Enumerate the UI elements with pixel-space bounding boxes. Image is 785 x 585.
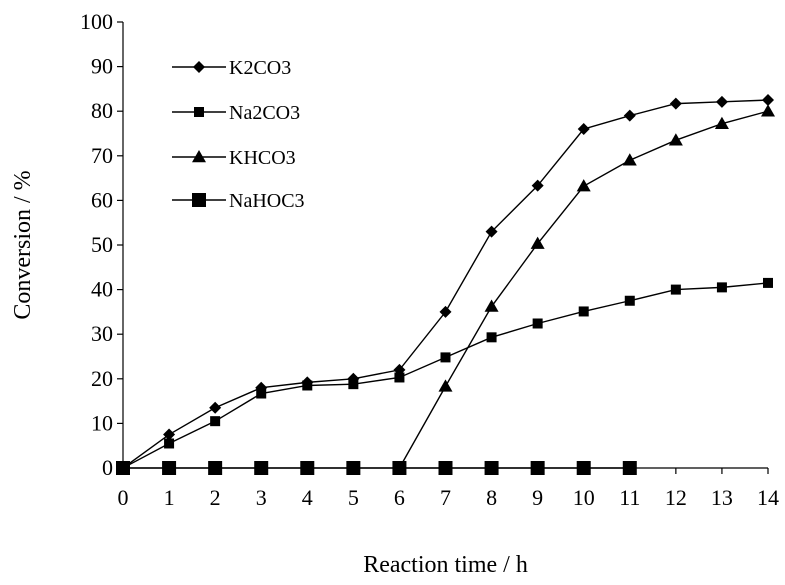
y-tick-label: 50 xyxy=(91,232,113,257)
data-point xyxy=(714,116,729,129)
x-tick-label: 5 xyxy=(348,485,359,510)
legend-marker xyxy=(193,61,205,73)
legend-marker xyxy=(192,150,206,163)
data-point xyxy=(484,461,499,475)
series-line xyxy=(122,99,769,469)
series-group xyxy=(116,94,775,475)
legend-item: Na2CO3 xyxy=(172,102,300,124)
data-point xyxy=(486,332,497,343)
x-tick-label: 0 xyxy=(118,485,129,510)
data-point xyxy=(162,461,177,475)
y-tick-label: 100 xyxy=(80,9,113,34)
series-nahoc3 xyxy=(116,461,637,475)
data-point xyxy=(439,305,452,318)
data-point xyxy=(116,461,130,475)
legend: K2CO3 Na2CO3 KHCO3 NaHOC3 xyxy=(172,57,305,212)
y-tick-label: 0 xyxy=(102,455,113,480)
x-tick-label: 10 xyxy=(573,485,595,510)
y-tick-label: 70 xyxy=(91,143,113,168)
data-point xyxy=(440,352,451,363)
data-point xyxy=(209,401,222,414)
x-tick-label: 6 xyxy=(394,485,405,510)
x-tick-label: 13 xyxy=(711,485,733,510)
data-point xyxy=(622,461,637,475)
data-point xyxy=(530,461,545,475)
series-line xyxy=(398,110,769,469)
legend-item: K2CO3 xyxy=(172,57,291,79)
data-point xyxy=(716,282,727,293)
legend-label: KHCO3 xyxy=(229,147,296,169)
data-point xyxy=(576,461,591,475)
x-tick-label: 12 xyxy=(665,485,687,510)
x-tick-label: 14 xyxy=(757,485,779,510)
data-point xyxy=(623,109,636,122)
data-point xyxy=(532,318,543,329)
x-axis-title: Reaction time / h xyxy=(363,552,528,578)
x-tick-label: 4 xyxy=(302,485,313,510)
data-point xyxy=(256,388,267,399)
y-tick-label: 30 xyxy=(91,321,113,346)
x-axis: 0 1 2 3 4 5 6 7 8 9 10 11 12 13 14 xyxy=(118,467,779,510)
data-point xyxy=(208,461,223,475)
x-tick-label: 1 xyxy=(164,485,175,510)
y-axis-title: Conversion / % xyxy=(10,170,36,319)
data-point xyxy=(577,123,590,136)
data-point xyxy=(210,416,221,427)
data-point xyxy=(348,379,359,390)
data-point xyxy=(254,461,269,475)
x-tick-label: 3 xyxy=(256,485,267,510)
legend-marker xyxy=(192,193,206,207)
data-point xyxy=(392,461,407,475)
data-point xyxy=(624,295,635,306)
y-tick-label: 90 xyxy=(91,54,113,79)
data-point xyxy=(715,95,728,108)
data-point xyxy=(762,94,774,107)
legend-item: KHCO3 xyxy=(172,147,296,169)
data-point xyxy=(622,153,637,166)
legend-item: NaHOC3 xyxy=(172,190,305,212)
y-tick-label: 40 xyxy=(91,277,113,302)
x-tick-label: 9 xyxy=(532,485,543,510)
y-axis: 0 10 20 30 40 50 60 70 80 90 100 xyxy=(80,9,124,480)
legend-label: NaHOC3 xyxy=(229,190,305,212)
data-point xyxy=(578,306,589,317)
y-tick-label: 80 xyxy=(91,98,113,123)
data-point xyxy=(761,104,775,117)
y-tick-label: 20 xyxy=(91,366,113,391)
data-point xyxy=(302,380,313,391)
y-tick-label: 10 xyxy=(91,410,113,435)
data-point xyxy=(394,372,405,383)
data-point xyxy=(300,461,315,475)
legend-label: Na2CO3 xyxy=(229,102,300,124)
x-tick-label: 7 xyxy=(440,485,451,510)
data-point xyxy=(485,225,498,238)
data-point xyxy=(484,299,499,312)
data-point xyxy=(531,179,544,192)
data-point xyxy=(668,133,683,146)
data-point xyxy=(163,428,176,441)
data-point xyxy=(576,179,591,192)
legend-label: K2CO3 xyxy=(229,57,291,79)
data-point xyxy=(438,379,453,392)
x-tick-label: 8 xyxy=(486,485,497,510)
y-tick-label: 60 xyxy=(91,187,113,212)
x-tick-label: 2 xyxy=(210,485,221,510)
data-point xyxy=(670,284,681,295)
data-point xyxy=(669,97,682,110)
x-tick-label: 11 xyxy=(619,485,640,510)
data-point xyxy=(346,461,361,475)
data-point xyxy=(763,277,773,288)
data-point xyxy=(438,461,453,475)
series-na2co3 xyxy=(118,277,773,473)
data-point xyxy=(164,438,175,449)
data-point xyxy=(530,236,545,249)
legend-marker xyxy=(194,107,204,117)
